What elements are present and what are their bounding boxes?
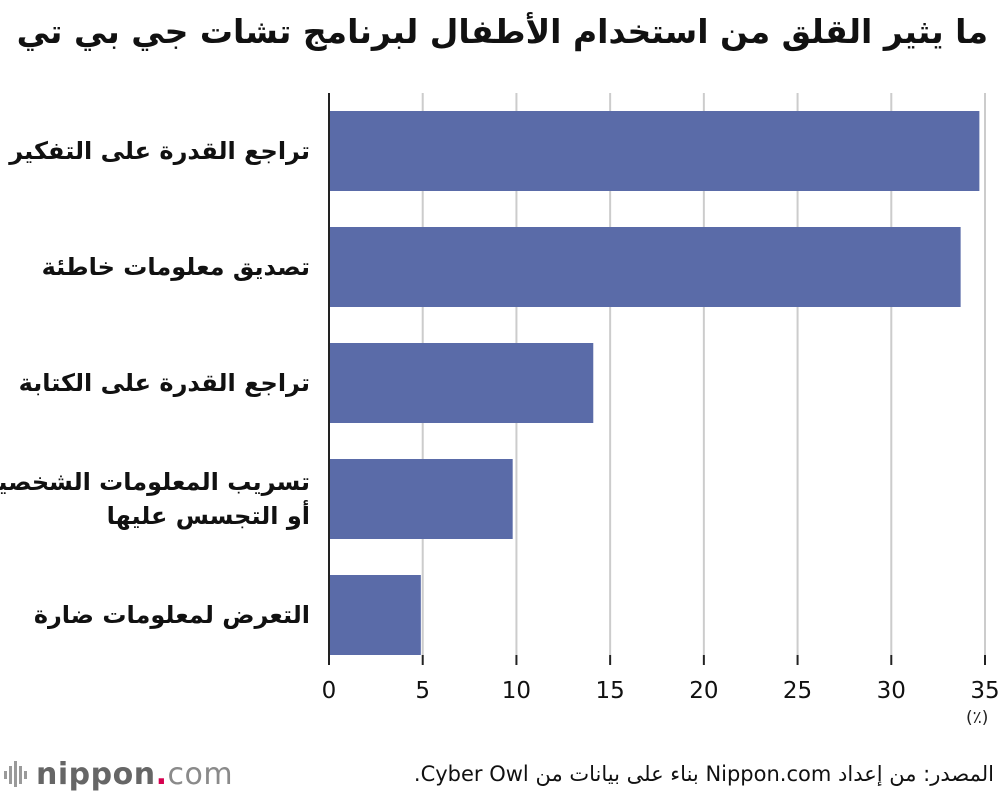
- x-tick-label-25: 25: [783, 678, 812, 704]
- category-label-4: تسريب المعلومات الشخصية أو التجسس عليها: [0, 465, 310, 533]
- category-label-line: تراجع القدرة على الكتابة: [18, 369, 310, 397]
- x-tick-label-20: 20: [689, 678, 718, 704]
- bar-1: [329, 111, 980, 191]
- logo-suffix: com: [167, 756, 234, 792]
- category-label-5: التعرض لمعلومات ضارة: [0, 598, 310, 632]
- bar-2: [329, 227, 961, 307]
- logo-mark-icon: [4, 761, 27, 787]
- axes: 0 5 10 15 20 25 30 35: [322, 93, 1000, 704]
- category-label-2: تصديق معلومات خاطئة: [0, 250, 310, 284]
- x-tick-label-0: 0: [322, 678, 337, 704]
- category-label-line: أو التجسس عليها: [106, 502, 310, 530]
- source-note: المصدر: من إعداد Nippon.com بناء على بيا…: [413, 762, 994, 786]
- x-axis-unit: (٪): [966, 708, 989, 728]
- category-label-1: تراجع القدرة على التفكير: [0, 134, 310, 168]
- logo-dot: .: [155, 756, 168, 792]
- category-label-line: تسريب المعلومات الشخصية: [0, 468, 310, 496]
- x-tick-label-5: 5: [415, 678, 430, 704]
- nippon-logo: nippon.com: [4, 756, 233, 792]
- logo-brand: nippon: [36, 756, 156, 792]
- bar-5: [329, 575, 421, 655]
- x-tick-label-30: 30: [877, 678, 906, 704]
- bar-3: [329, 343, 594, 423]
- bars: [329, 111, 980, 655]
- bar-4: [329, 459, 513, 539]
- category-label-3: تراجع القدرة على الكتابة: [0, 366, 310, 400]
- chart-title: ما يثير القلق من استخدام الأطفال لبرنامج…: [16, 12, 988, 51]
- logo-text: nippon.com: [36, 757, 233, 792]
- x-tick-label-35: 35: [970, 678, 999, 704]
- bar-chart: 0 5 10 15 20 25 30 35: [322, 93, 1000, 704]
- category-label-line: تراجع القدرة على التفكير: [9, 137, 310, 165]
- x-tick-label-10: 10: [502, 678, 531, 704]
- x-tick-label-15: 15: [596, 678, 625, 704]
- category-label-line: تصديق معلومات خاطئة: [41, 253, 310, 281]
- category-label-line: التعرض لمعلومات ضارة: [33, 601, 310, 629]
